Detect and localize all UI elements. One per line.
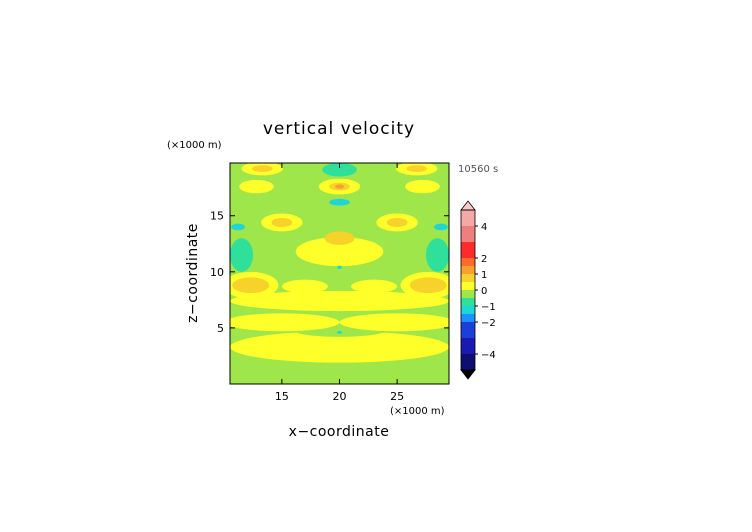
y-tick-label: 5 xyxy=(217,322,224,335)
y-tick-label: 15 xyxy=(210,210,224,223)
heatmap-regions xyxy=(230,163,449,363)
colorbar-tick-label: 1 xyxy=(481,270,487,281)
colorbar-tick-label: 0 xyxy=(481,286,487,297)
y-axis-ticks: 5 10 15 xyxy=(210,210,449,335)
heatmap-region xyxy=(230,313,340,332)
heatmap-region xyxy=(334,184,345,189)
heatmap-region xyxy=(230,331,449,363)
colorbar-band xyxy=(461,242,475,258)
colorbar-under-arrow xyxy=(460,369,476,380)
x-unit-label: (×1000 m) xyxy=(390,406,445,417)
colorbar-band xyxy=(461,282,475,290)
colorbar-tick-label: −1 xyxy=(481,302,496,313)
colorbar-band xyxy=(461,314,475,322)
heatmap-region xyxy=(409,277,447,294)
heatmap-region xyxy=(230,290,449,312)
heatmap-region xyxy=(324,231,355,245)
heatmap-region xyxy=(434,223,448,231)
y-tick-label: 10 xyxy=(210,266,224,279)
colorbar-band xyxy=(461,290,475,298)
heatmap-region xyxy=(425,238,449,272)
x-axis-ticks: 15 20 25 xyxy=(275,163,404,403)
x-tick-label: 20 xyxy=(333,390,347,403)
chart-title: vertical velocity xyxy=(263,119,415,139)
heatmap-region xyxy=(230,238,254,272)
heatmap-region xyxy=(232,277,270,294)
heatmap-region xyxy=(339,313,449,332)
heatmap-region xyxy=(406,165,428,172)
colorbar-band xyxy=(461,210,475,226)
heatmap-region xyxy=(405,179,440,194)
colorbar-band xyxy=(461,306,475,314)
heatmap-region xyxy=(329,198,350,206)
colorbar-band xyxy=(461,338,475,354)
x-axis-label: x−coordinate xyxy=(289,424,390,440)
heatmap-region xyxy=(231,223,245,231)
colorbar-band xyxy=(461,226,475,242)
colorbar-tick-label: −4 xyxy=(481,350,496,361)
colorbar: 4 2 1 0 −1 −2 −4 xyxy=(460,200,496,380)
y-unit-label: (×1000 m) xyxy=(167,140,222,151)
heatmap-region xyxy=(295,237,384,267)
heatmap-region xyxy=(337,331,342,334)
heatmap-region xyxy=(337,265,342,270)
heatmap-region xyxy=(251,165,273,172)
colorbar-band xyxy=(461,258,475,266)
heatmap-region xyxy=(322,163,357,177)
colorbar-band xyxy=(461,354,475,370)
colorbar-band xyxy=(461,322,475,338)
colorbar-tick-label: −2 xyxy=(481,318,496,329)
time-label: 10560 s xyxy=(458,164,498,175)
heatmap-region xyxy=(351,279,398,294)
x-tick-label: 15 xyxy=(275,390,289,403)
colorbar-band xyxy=(461,266,475,274)
heatmap-region xyxy=(239,179,274,194)
colorbar-band xyxy=(461,298,475,306)
colorbar-over-arrow xyxy=(460,200,476,211)
heatmap-region xyxy=(271,217,293,227)
colorbar-tick-label: 2 xyxy=(481,254,487,265)
colorbar-band xyxy=(461,274,475,282)
x-tick-label: 25 xyxy=(390,390,404,403)
heatmap-region xyxy=(386,217,408,227)
heatmap-region xyxy=(281,279,328,294)
colorbar-tick-label: 4 xyxy=(481,222,487,233)
y-axis-label: z−coordinate xyxy=(185,223,201,323)
